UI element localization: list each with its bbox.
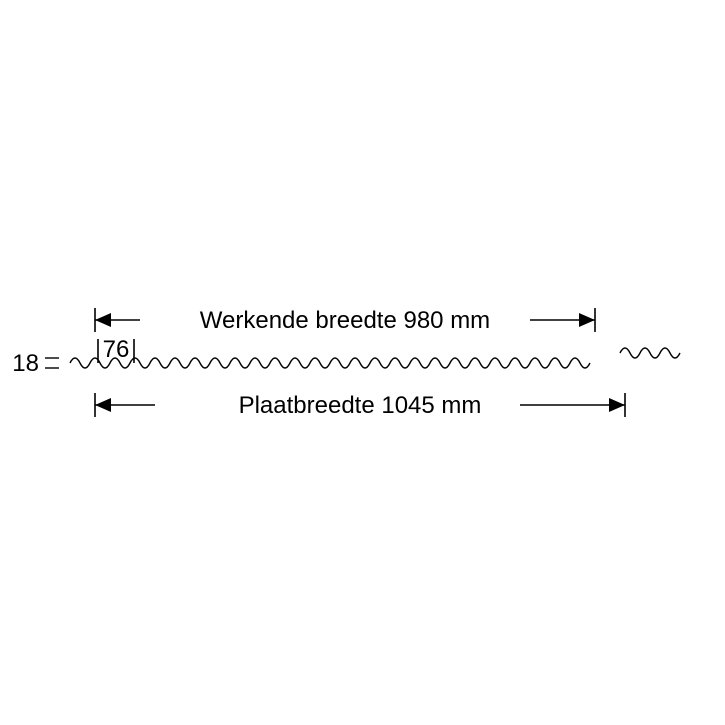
height-label: 18 bbox=[12, 350, 39, 377]
arrowhead bbox=[609, 398, 625, 412]
corrugated-profile bbox=[70, 358, 590, 368]
working-width-label: Werkende breedte 980 mm bbox=[200, 307, 490, 334]
profile-diagram: 18 76 Werkende breedte 980 mm Plaatbreedte … bbox=[0, 0, 725, 725]
corrugated-profile-overlap bbox=[620, 348, 680, 358]
pitch-label: 76 bbox=[103, 336, 130, 363]
sheet-width-label: Plaatbreedte 1045 mm bbox=[239, 392, 482, 419]
arrowhead bbox=[579, 313, 595, 327]
arrowhead bbox=[95, 313, 111, 327]
arrowhead bbox=[95, 398, 111, 412]
